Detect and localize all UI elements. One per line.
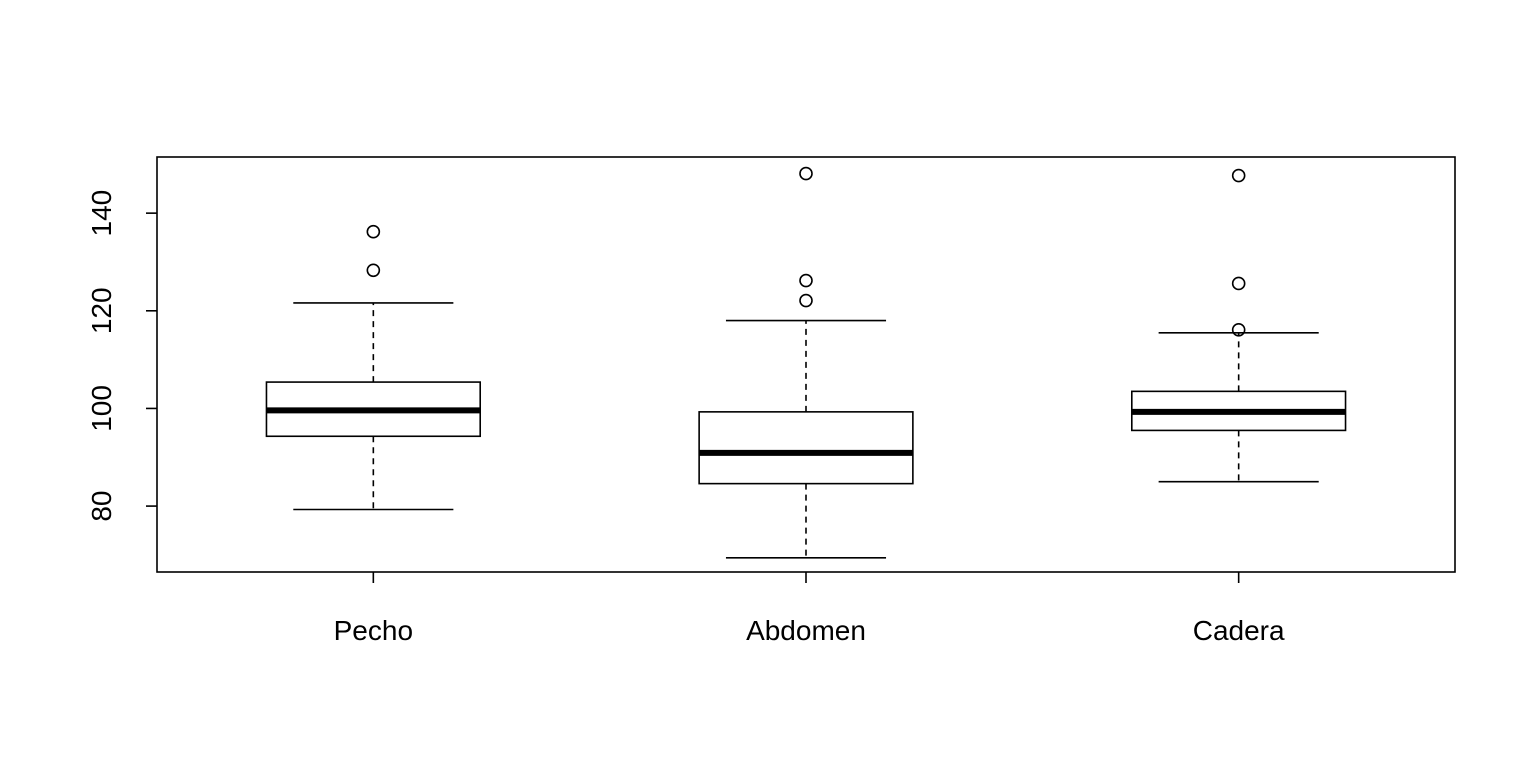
outlier-point (1231, 168, 1246, 183)
outlier-point (366, 263, 381, 278)
box-abdomen (698, 166, 914, 559)
outlier-point (799, 166, 813, 181)
y-tick-label: 140 (86, 190, 117, 237)
y-tick-label: 100 (86, 385, 117, 432)
outlier-point (1231, 276, 1246, 291)
x-tick-label-pecho: Pecho (334, 615, 413, 646)
outlier-point (799, 273, 813, 288)
iqr-box (698, 411, 914, 485)
outlier-point (799, 293, 813, 308)
y-tick-label: 80 (86, 491, 117, 522)
x-tick-label-abdomen: Abdomen (746, 615, 866, 646)
box-cadera (1130, 168, 1347, 483)
outlier-point (366, 224, 381, 239)
x-tick-label-cadera: Cadera (1193, 615, 1285, 646)
outlier-point (1231, 323, 1246, 337)
box-pecho (265, 224, 482, 511)
y-tick-label: 120 (86, 287, 117, 334)
